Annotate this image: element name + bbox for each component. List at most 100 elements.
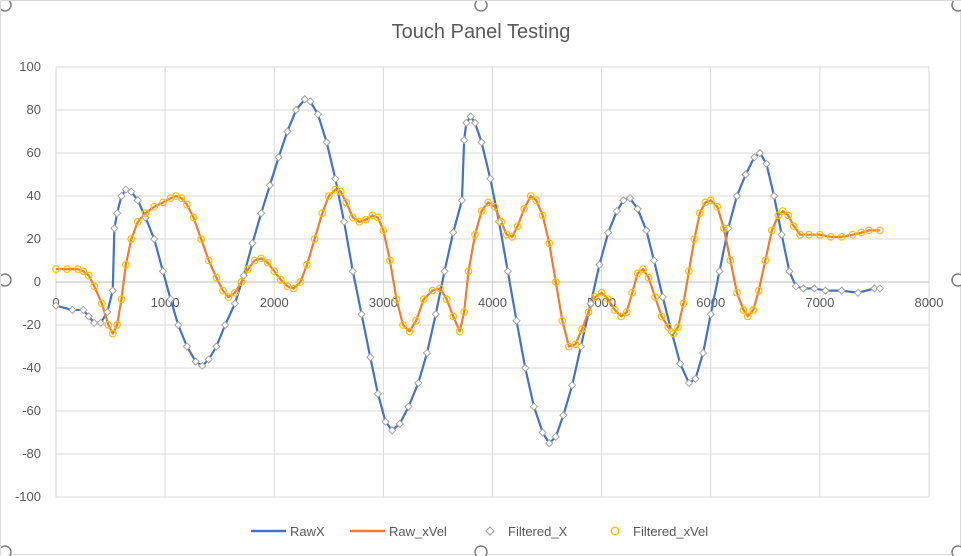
data-point: [532, 196, 541, 205]
data-point: [318, 209, 327, 218]
data-point: [633, 204, 642, 214]
data-point: [455, 327, 464, 336]
data-point: [503, 267, 512, 276]
legend-label: Filtered_X: [508, 524, 568, 539]
data-point: [224, 293, 233, 301]
data-point: [875, 226, 884, 235]
data-point: [774, 211, 783, 220]
data-point: [603, 228, 613, 237]
data-point: [244, 265, 252, 274]
data-point: [477, 138, 486, 147]
data-point: [103, 307, 112, 317]
data-point: [63, 265, 71, 274]
data-point: [331, 174, 340, 184]
data-point: [84, 312, 93, 321]
legend[interactable]: RawX Raw_xVel Filtered_X Filtered_xVel: [251, 524, 708, 539]
data-point: [220, 320, 230, 330]
data-point: [870, 284, 879, 293]
resize-handle-top-left[interactable]: [1, 1, 12, 12]
data-point: [750, 153, 759, 162]
series-line: [55, 98, 880, 445]
data-point: [810, 284, 819, 293]
legend-item[interactable]: Raw_xVel: [350, 524, 447, 539]
data-point: [755, 148, 765, 158]
resize-handle-bottom-left[interactable]: [1, 545, 12, 556]
data-point: [182, 342, 192, 351]
data-point: [619, 196, 628, 205]
data-point: [649, 256, 659, 265]
data-point: [520, 204, 529, 213]
data-point: [595, 260, 604, 270]
y-tick-label: 80: [27, 102, 41, 117]
data-point: [799, 284, 808, 293]
data-point: [414, 378, 423, 388]
legend-item[interactable]: RawX: [251, 524, 325, 539]
data-point: [127, 235, 136, 243]
data-point: [508, 232, 517, 241]
data-point: [477, 207, 486, 215]
data-point: [121, 260, 130, 269]
data-point: [529, 402, 539, 411]
data-point: [741, 170, 750, 179]
series-rawx: [55, 98, 880, 445]
resize-handle-middle-right[interactable]: [951, 273, 961, 287]
data-point: [785, 267, 794, 276]
data-point: [96, 318, 105, 328]
data-point: [604, 295, 613, 304]
data-point: [150, 202, 159, 211]
legend-item[interactable]: Filtered_X: [485, 524, 568, 539]
data-point: [379, 226, 388, 235]
data-point: [276, 275, 285, 284]
data-point: [112, 208, 122, 218]
data-point: [761, 256, 770, 265]
data-point: [628, 288, 637, 297]
data-point: [551, 432, 560, 442]
data-point: [174, 320, 183, 330]
data-point: [133, 196, 143, 205]
legend-label: Raw_xVel: [389, 524, 447, 539]
data-point: [257, 254, 266, 263]
data-point: [486, 174, 495, 184]
data-point: [706, 196, 715, 205]
data-point: [449, 228, 458, 237]
data-point: [691, 374, 700, 383]
data-point: [584, 308, 593, 317]
data-point: [79, 267, 88, 276]
resize-handle-bottom-center[interactable]: [474, 545, 488, 556]
y-tick-label: -100: [15, 489, 41, 504]
y-tick-label: 100: [19, 59, 41, 74]
data-point: [715, 267, 724, 276]
data-point: [612, 206, 622, 216]
data-point: [545, 239, 554, 248]
data-point: [248, 239, 257, 248]
resize-handle-middle-left[interactable]: [1, 273, 12, 287]
data-point: [865, 226, 873, 235]
resize-handle-bottom-right[interactable]: [951, 545, 961, 556]
data-point: [464, 267, 473, 276]
series-raw-xvel: [56, 188, 880, 348]
data-point: [231, 288, 239, 297]
legend-diamond-swatch: [485, 526, 495, 536]
x-tick-label: 4000: [478, 295, 507, 310]
data-point: [204, 355, 213, 364]
data-point: [633, 269, 642, 278]
data-point: [158, 267, 168, 276]
data-point: [141, 209, 150, 218]
legend-item[interactable]: Filtered_xVel: [610, 524, 708, 539]
data-point: [837, 286, 846, 295]
data-point: [591, 293, 599, 301]
axes: 100806040200-20-40-60-80-100010002000300…: [15, 59, 943, 504]
resize-handle-top-right[interactable]: [951, 1, 961, 12]
data-point: [578, 325, 586, 334]
data-point: [274, 153, 283, 162]
data-point: [651, 293, 659, 301]
data-point: [545, 439, 554, 448]
x-tick-label: 8000: [915, 295, 944, 310]
resize-handle-top-center[interactable]: [474, 1, 488, 12]
data-point: [821, 286, 830, 295]
data-point: [90, 282, 99, 291]
data-point: [256, 208, 266, 218]
